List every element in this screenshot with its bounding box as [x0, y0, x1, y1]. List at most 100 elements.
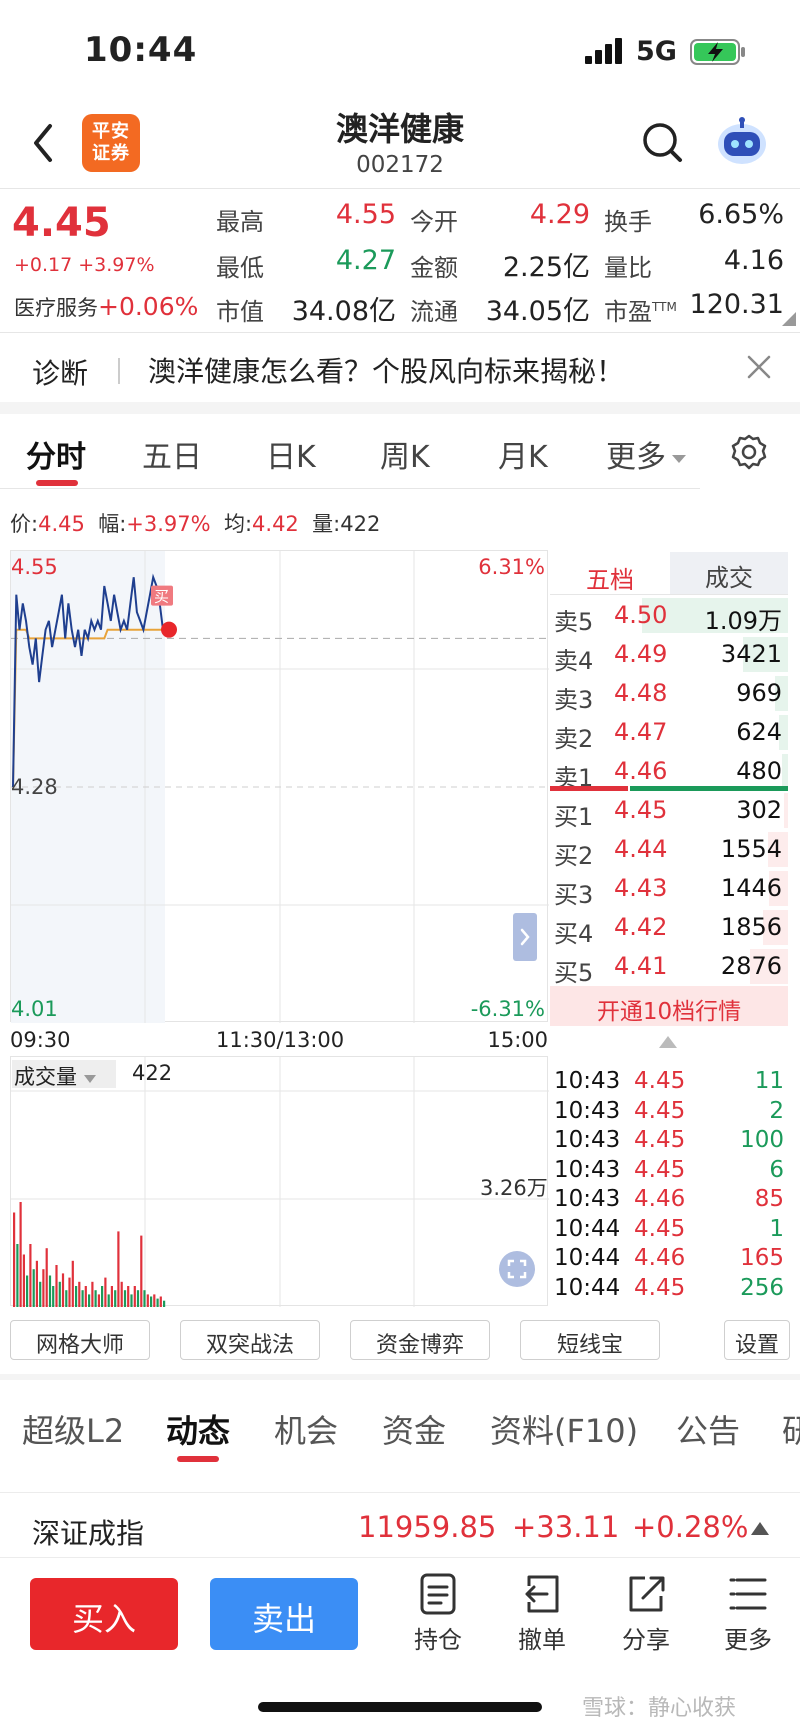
holdings-icon — [420, 1573, 456, 1615]
pe-ttm-sup: TTM — [652, 300, 677, 314]
pct-label-top: 6.31% — [478, 555, 545, 579]
ob-split-buy — [550, 786, 628, 791]
triangle-down-icon — [84, 1075, 96, 1083]
bid-row-4: 买4 4.42 1856 — [552, 908, 788, 948]
time-start: 09:30 — [10, 1028, 71, 1052]
index-change: +33.11 — [512, 1510, 620, 1544]
section-gap — [0, 402, 800, 414]
nav-cancel-order-label: 撤单 — [518, 1626, 566, 1654]
tick-volume: 1 — [769, 1215, 784, 1242]
volume-bar — [52, 1286, 55, 1307]
tick-time: 10:44 — [554, 1215, 621, 1242]
volume-chart[interactable] — [10, 1056, 549, 1307]
bid-row-1: 买1 4.45 302 — [552, 791, 788, 831]
tab-trades[interactable]: 成交 — [670, 552, 788, 594]
tab-funds[interactable]: 资金 — [382, 1412, 447, 1450]
ask-bar — [743, 637, 788, 672]
volume-bar — [91, 1281, 94, 1307]
volume-bar — [117, 1231, 120, 1307]
tick-time: 10:43 — [554, 1127, 621, 1153]
bid-bar — [784, 793, 788, 828]
index-ticker[interactable] — [0, 1492, 800, 1558]
nav-holdings[interactable]: 持仓 — [398, 1572, 478, 1658]
diagnosis-text[interactable]: 澳洋健康怎么看？个股风向标来揭秘！ — [148, 355, 625, 388]
tool-grid-master[interactable]: 网格大师 — [10, 1320, 150, 1360]
sector-info[interactable]: 医疗服务+0.06% — [14, 292, 198, 322]
buy-marker[interactable] — [151, 585, 173, 606]
tab-daily-k[interactable]: 日K — [266, 440, 316, 475]
bid-bar — [763, 910, 788, 945]
volume-bar — [133, 1286, 136, 1307]
volume-bar — [45, 1248, 48, 1307]
chart-info-line: 价:4.45 幅:+3.97% 均:4.42 量:422 — [10, 512, 381, 536]
tab-news[interactable]: 动态 — [166, 1412, 231, 1450]
gear-icon[interactable] — [730, 433, 768, 471]
expand-up-icon[interactable] — [750, 1520, 770, 1536]
tab-more[interactable]: 更多 — [606, 432, 688, 476]
search-icon[interactable] — [640, 118, 684, 166]
tab-monthly-k[interactable]: 月K — [498, 440, 548, 475]
open-10-level-button[interactable]: 开通10档行情 — [550, 986, 788, 1026]
fullscreen-button[interactable] — [499, 1251, 535, 1287]
tab-five-level[interactable]: 五档 — [586, 566, 634, 594]
expand-panel-handle[interactable] — [513, 913, 537, 961]
volume-bar — [26, 1275, 29, 1307]
sector-change: +0.06% — [98, 292, 199, 321]
nav-more[interactable]: 更多 — [708, 1572, 788, 1658]
expand-corner-icon[interactable] — [782, 312, 796, 326]
tool-fund-game[interactable]: 资金博弈 — [350, 1320, 490, 1360]
back-icon[interactable] — [26, 118, 60, 168]
tick-price: 4.45 — [634, 1068, 686, 1094]
ask-bar — [642, 598, 788, 633]
tab-f10[interactable]: 资料(F10) — [490, 1412, 639, 1450]
trade-tick-row: 10:43 4.46 85 — [554, 1186, 784, 1216]
volume-bar — [153, 1294, 156, 1307]
tab-announcements[interactable]: 公告 — [676, 1412, 741, 1450]
quote-divider — [0, 332, 800, 333]
tab-intraday[interactable]: 分时 — [26, 440, 86, 475]
tab-opportunity[interactable]: 机会 — [274, 1412, 339, 1450]
mktcap-value: 34.08亿 — [291, 296, 396, 327]
volume-indicator-select[interactable]: 成交量 — [12, 1060, 116, 1089]
index-value: 11959.85 — [358, 1510, 497, 1544]
volume-bar — [123, 1290, 127, 1307]
broker-logo: 平安 证券 — [82, 114, 140, 172]
network-type: 5G — [636, 36, 677, 67]
volume-max-label: 3.26万 — [480, 1176, 548, 1200]
tick-time: 10:43 — [554, 1186, 621, 1212]
tick-volume: 11 — [754, 1068, 784, 1094]
tabs-divider — [0, 488, 700, 489]
close-icon[interactable] — [744, 352, 774, 382]
ask-row-4: 卖4 4.49 3421 — [552, 635, 788, 675]
volume-bar — [101, 1286, 104, 1307]
trade-tick-row: 10:44 4.45 1 — [554, 1216, 784, 1246]
volume-bar — [48, 1275, 52, 1307]
turnover-label: 换手 — [604, 208, 652, 236]
price-change: +0.17 +3.97% — [14, 254, 155, 276]
triangle-up-icon[interactable] — [657, 1034, 679, 1050]
tab-research[interactable]: 研 — [782, 1412, 800, 1450]
intraday-chart[interactable]: 买 4.55 4.28 4.01 6.31% -6.31% — [10, 550, 549, 1023]
bid-row-2: 买2 4.44 1554 — [552, 830, 788, 870]
tool-settings[interactable]: 设置 — [724, 1320, 790, 1360]
tool-short-line[interactable]: 短线宝 — [520, 1320, 660, 1360]
volume-bar — [16, 1244, 19, 1307]
ask-bar — [775, 676, 788, 711]
amount-label: 金额 — [410, 254, 458, 282]
tab-five-day[interactable]: 五日 — [142, 440, 202, 475]
sell-button[interactable]: 卖出 — [210, 1578, 358, 1650]
tab-super-l2[interactable]: 超级L2 — [22, 1412, 125, 1450]
tab-weekly-k[interactable]: 周K — [380, 440, 430, 475]
buy-button[interactable]: 买入 — [30, 1578, 178, 1650]
ob-divider — [550, 594, 788, 595]
volume-bar — [42, 1269, 45, 1307]
ai-assistant-robot-icon[interactable] — [714, 116, 770, 168]
nav-cancel-order[interactable]: 撤单 — [502, 1572, 582, 1658]
tool-double-breakout[interactable]: 双突战法 — [180, 1320, 320, 1360]
watermark: 雪球：静心收获 — [582, 1696, 737, 1721]
nav-share[interactable]: 分享 — [606, 1572, 686, 1658]
volume-bar — [65, 1290, 68, 1307]
nav-share-label: 分享 — [622, 1626, 670, 1654]
fullscreen-icon — [507, 1259, 527, 1279]
header-divider — [0, 188, 800, 189]
